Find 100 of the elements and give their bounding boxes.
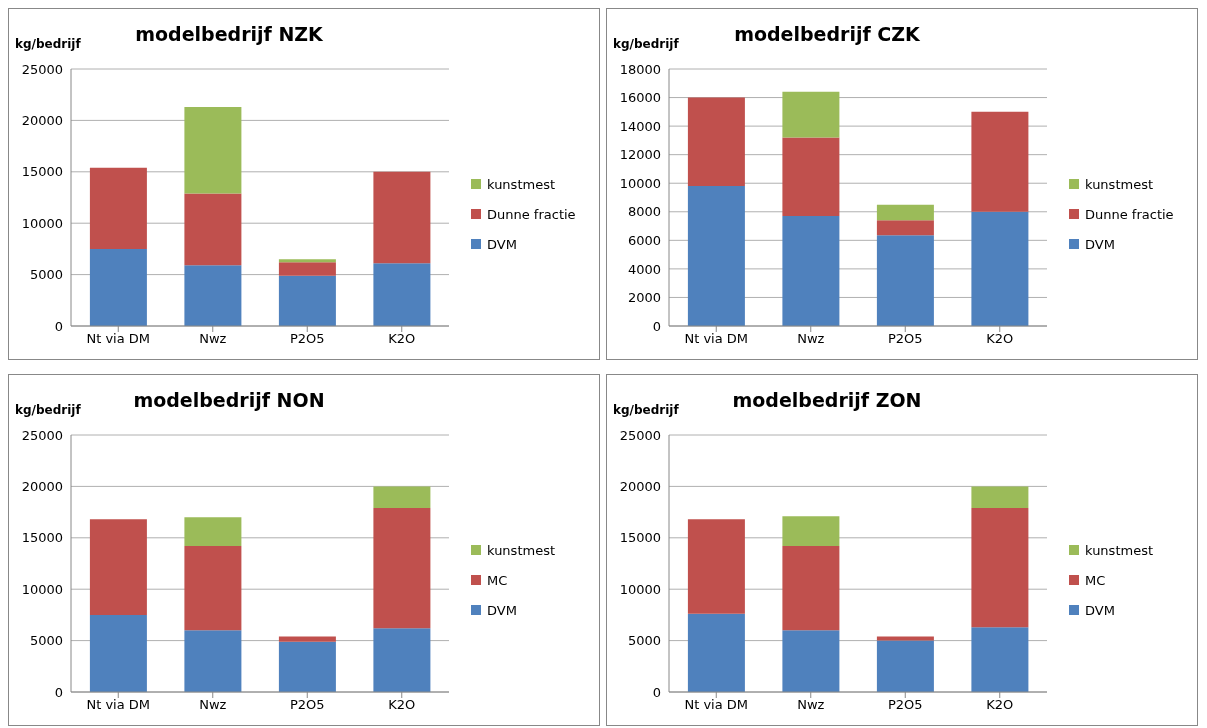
bar [687,613,745,692]
bar [373,507,431,629]
bar [184,107,242,194]
bar [373,263,431,326]
y-tick-label: 2000 [627,290,661,306]
y-tick-label: 6000 [627,232,661,248]
y-tick-label: 25000 [21,427,63,443]
bar [876,235,934,326]
bar [687,519,745,614]
y-tick-label: 25000 [619,427,661,443]
y-axis-title: kg/bedrijf [613,403,679,417]
y-tick-label: 0 [652,684,661,700]
bar [373,628,431,692]
bar [876,204,934,221]
y-tick-label: 10000 [21,215,63,231]
legend-label: Dunne fractie [487,206,576,222]
y-axis-title: kg/bedrijf [613,37,679,51]
bar [876,220,934,236]
bar [782,91,840,138]
bar [89,519,147,615]
x-tick-label: Nt via DM [86,331,151,347]
bar [278,275,336,326]
bar [278,636,336,642]
y-tick-label: 0 [54,684,63,700]
bar [971,111,1029,212]
x-tick-label: P2O5 [887,697,923,713]
y-tick-label: 10000 [619,581,661,597]
legend-label: Dunne fractie [1085,206,1174,222]
bar [782,216,840,326]
x-tick-label: Nt via DM [684,697,749,713]
y-tick-label: 20000 [619,479,661,495]
bar [782,630,840,692]
x-tick-label: Nt via DM [86,697,151,713]
y-tick-label: 20000 [21,113,63,129]
y-tick-label: 15000 [619,530,661,546]
bar [373,486,431,508]
bar [687,97,745,187]
x-tick-label: Nt via DM [684,331,749,347]
bar [184,546,242,631]
bar [876,636,934,641]
y-tick-label: 8000 [627,204,661,220]
legend-label: DVM [487,602,517,618]
y-tick-label: 14000 [619,118,661,134]
y-tick-label: 5000 [29,633,63,649]
x-tick-label: K2O [388,331,416,347]
y-tick-label: 5000 [627,633,661,649]
y-tick-label: 10000 [619,175,661,191]
x-tick-label: Nwz [797,331,825,347]
bar [278,641,336,692]
y-tick-label: 25000 [21,61,63,77]
legend-label: kunstmest [487,176,556,192]
x-tick-label: K2O [986,331,1014,347]
legend-label: kunstmest [1085,542,1154,558]
y-tick-label: 4000 [627,261,661,277]
bar [782,516,840,547]
chart-title: modelbedrijf CZK [734,23,920,45]
bar [278,262,336,276]
y-tick-label: 0 [652,318,661,334]
y-tick-label: 15000 [21,164,63,180]
x-tick-label: P2O5 [887,331,923,347]
y-tick-label: 5000 [29,267,63,283]
bar [782,546,840,631]
bar [89,167,147,249]
y-axis-title: kg/bedrijf [15,37,81,51]
legend-label: kunstmest [1085,176,1154,192]
bar [184,265,242,326]
x-tick-label: Nwz [199,331,227,347]
bar [782,137,840,217]
x-tick-label: K2O [986,697,1014,713]
bar [971,486,1029,508]
y-tick-label: 16000 [619,90,661,106]
bar [876,640,934,692]
x-tick-label: K2O [388,697,416,713]
legend-label: MC [487,572,508,588]
y-tick-label: 10000 [21,581,63,597]
bar [971,211,1029,326]
chart-title: modelbedrijf NZK [135,23,323,45]
x-tick-label: Nwz [199,697,227,713]
legend-label: DVM [487,236,517,252]
bar [184,517,242,547]
bar [89,248,147,326]
bar [971,627,1029,692]
bar [687,186,745,326]
legend-label: kunstmest [487,542,556,558]
bar [184,193,242,266]
x-tick-label: Nwz [797,697,825,713]
y-tick-label: 15000 [21,530,63,546]
legend-label: DVM [1085,602,1115,618]
chart-title: modelbedrijf NON [133,389,325,411]
bar [278,259,336,263]
x-tick-label: P2O5 [289,697,325,713]
bar [373,171,431,264]
y-tick-label: 20000 [21,479,63,495]
bar [184,630,242,692]
x-tick-label: P2O5 [289,331,325,347]
y-tick-label: 18000 [619,61,661,77]
legend-label: MC [1085,572,1106,588]
y-tick-label: 0 [54,318,63,334]
y-tick-label: 12000 [619,147,661,163]
y-axis-title: kg/bedrijf [15,403,81,417]
